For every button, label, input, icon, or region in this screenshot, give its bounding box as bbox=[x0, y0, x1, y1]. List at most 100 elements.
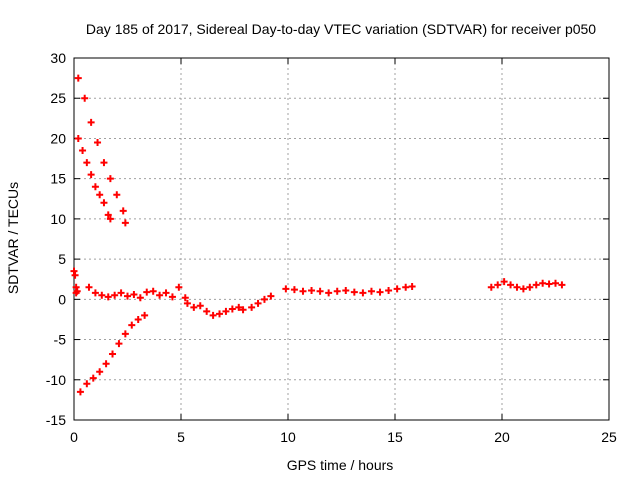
data-point bbox=[393, 285, 401, 293]
data-point bbox=[402, 283, 410, 291]
data-point bbox=[104, 293, 112, 301]
data-point bbox=[325, 289, 333, 297]
data-series bbox=[282, 282, 416, 297]
data-point bbox=[74, 134, 82, 142]
data-point bbox=[117, 289, 125, 297]
data-point bbox=[149, 287, 157, 295]
axis-ticks: 0 5 10 15 20 25 -15 -10 -5 0 5 10 15 20 25 30 bbox=[46, 50, 617, 445]
data-series bbox=[183, 299, 247, 319]
data-points bbox=[70, 74, 566, 396]
y-tick-label: -10 bbox=[46, 372, 66, 388]
data-point bbox=[83, 159, 91, 167]
data-series bbox=[248, 292, 275, 311]
data-point bbox=[228, 305, 236, 313]
data-point bbox=[85, 283, 93, 291]
data-point bbox=[136, 294, 144, 302]
data-point bbox=[134, 315, 142, 323]
data-point bbox=[532, 281, 540, 289]
data-point bbox=[106, 215, 114, 223]
data-series bbox=[487, 278, 566, 293]
x-tick-label: 20 bbox=[494, 429, 510, 445]
y-tick-label: 15 bbox=[50, 171, 66, 187]
y-tick-label: -15 bbox=[46, 412, 66, 428]
data-point bbox=[119, 207, 127, 215]
data-point bbox=[89, 374, 97, 382]
grid-lines bbox=[74, 58, 609, 420]
data-point bbox=[239, 306, 247, 314]
data-point bbox=[408, 282, 416, 290]
data-point bbox=[141, 311, 149, 319]
data-point bbox=[115, 340, 123, 348]
y-tick-label: -5 bbox=[54, 332, 67, 348]
data-point bbox=[156, 291, 164, 299]
data-point bbox=[260, 295, 268, 303]
y-tick-label: 0 bbox=[58, 291, 66, 307]
data-point bbox=[539, 279, 547, 287]
data-point bbox=[109, 350, 117, 358]
data-point bbox=[87, 171, 95, 179]
x-tick-label: 15 bbox=[387, 429, 403, 445]
data-point bbox=[235, 303, 243, 311]
data-point bbox=[216, 310, 224, 318]
data-point bbox=[290, 286, 298, 294]
data-point bbox=[558, 281, 566, 289]
data-point bbox=[128, 321, 136, 329]
data-point bbox=[73, 287, 81, 295]
data-point bbox=[190, 303, 198, 311]
data-point bbox=[209, 311, 217, 319]
data-point bbox=[350, 288, 358, 296]
y-tick-label: 10 bbox=[50, 211, 66, 227]
x-tick-label: 25 bbox=[601, 429, 617, 445]
x-tick-label: 5 bbox=[177, 429, 185, 445]
data-point bbox=[359, 289, 367, 297]
data-point bbox=[183, 299, 191, 307]
data-point bbox=[130, 291, 138, 299]
data-point bbox=[106, 175, 114, 183]
data-point bbox=[175, 283, 183, 291]
data-point bbox=[98, 291, 106, 299]
plot-frame bbox=[73, 57, 610, 421]
data-series bbox=[74, 134, 114, 223]
data-point bbox=[100, 199, 108, 207]
x-axis-label: GPS time / hours bbox=[287, 457, 394, 473]
data-point bbox=[94, 138, 102, 146]
data-point bbox=[181, 294, 189, 302]
data-point bbox=[333, 287, 341, 295]
data-point bbox=[513, 283, 521, 291]
data-point bbox=[507, 281, 515, 289]
data-point bbox=[70, 267, 78, 275]
data-point bbox=[143, 288, 151, 296]
data-point bbox=[376, 288, 384, 296]
data-point bbox=[545, 280, 553, 288]
chart-title: Day 185 of 2017, Sidereal Day-to-day VTE… bbox=[86, 21, 596, 37]
data-point bbox=[124, 292, 131, 300]
data-point bbox=[121, 330, 129, 338]
data-point bbox=[519, 285, 527, 293]
x-tick-label: 10 bbox=[280, 429, 296, 445]
data-series bbox=[70, 267, 81, 297]
data-point bbox=[102, 360, 110, 368]
data-series bbox=[85, 283, 189, 302]
data-point bbox=[196, 302, 204, 310]
data-point bbox=[526, 283, 534, 291]
data-point bbox=[316, 287, 324, 295]
data-point bbox=[83, 380, 91, 388]
data-point bbox=[168, 293, 176, 301]
data-point bbox=[111, 291, 119, 299]
data-point bbox=[299, 287, 307, 295]
data-series bbox=[74, 74, 129, 227]
y-tick-label: 5 bbox=[58, 251, 66, 267]
y-tick-label: 30 bbox=[50, 50, 66, 66]
data-point bbox=[254, 299, 262, 307]
data-point bbox=[308, 286, 316, 294]
data-point bbox=[267, 292, 275, 300]
data-point bbox=[91, 289, 99, 297]
data-point bbox=[91, 183, 99, 191]
data-point bbox=[222, 307, 230, 315]
data-point bbox=[87, 118, 95, 126]
data-point bbox=[104, 211, 112, 219]
data-point bbox=[494, 281, 502, 289]
data-point bbox=[79, 147, 87, 155]
data-point bbox=[552, 279, 559, 287]
